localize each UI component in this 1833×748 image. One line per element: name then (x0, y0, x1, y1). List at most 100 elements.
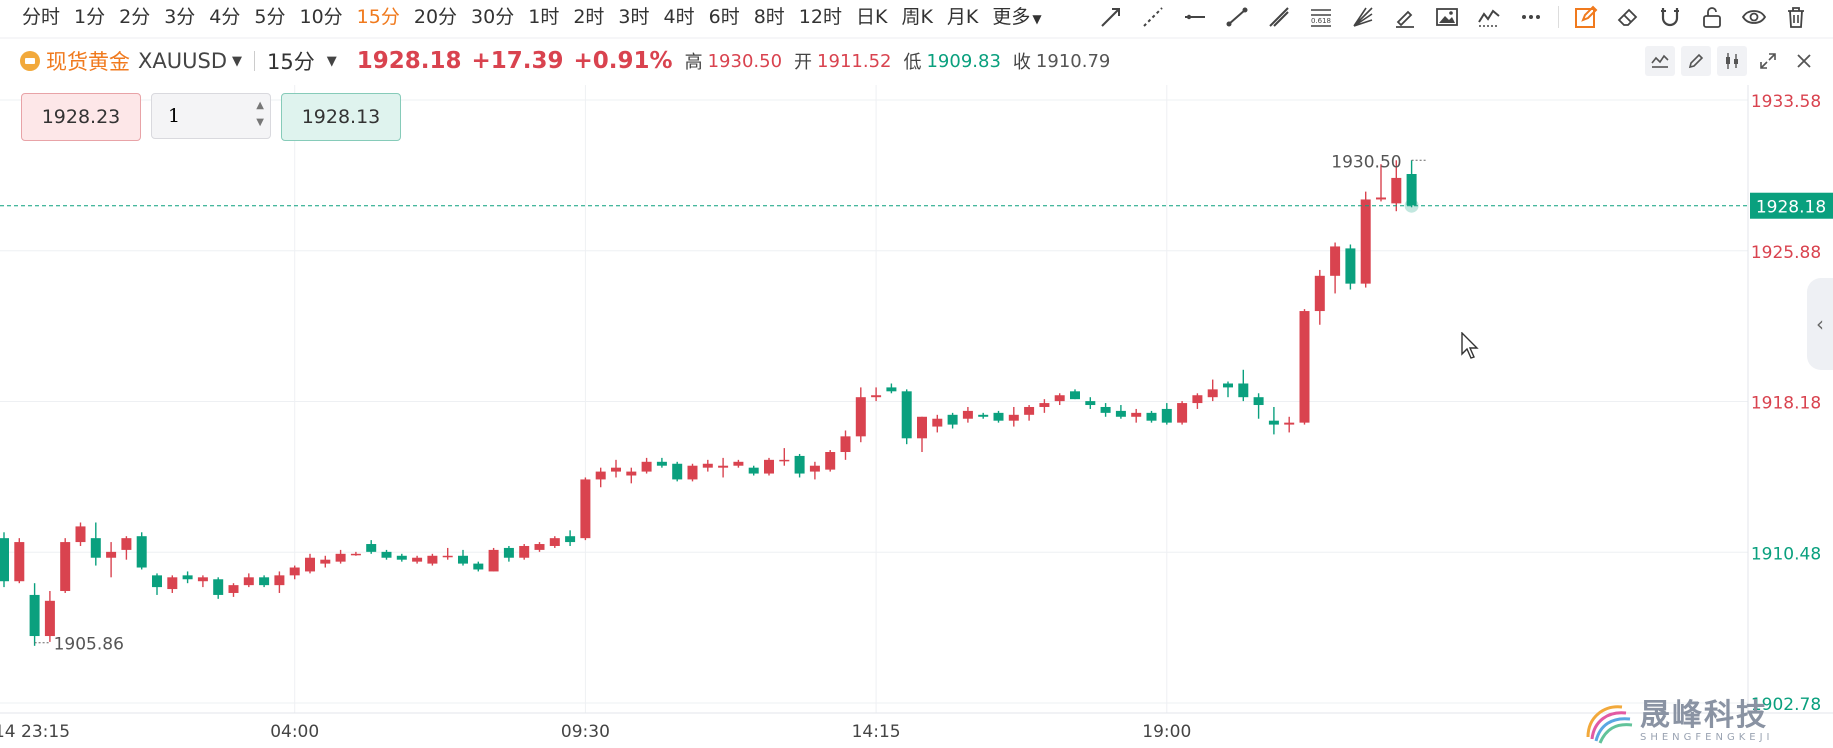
interval-7[interactable]: 15分 (356, 5, 400, 28)
interval-5[interactable]: 5分 (254, 5, 286, 28)
expand-icon (1760, 53, 1776, 69)
note-edit-tool[interactable] (1565, 2, 1607, 32)
ray-line-icon (1101, 8, 1120, 27)
wave-tool[interactable] (1468, 2, 1510, 32)
x-tick-label: 14 23:15 (0, 722, 70, 742)
segment-tool[interactable] (1216, 2, 1258, 32)
candle-body (702, 463, 713, 468)
fibonacci-icon: 0.618 (1311, 9, 1331, 27)
brush-icon (1396, 10, 1414, 28)
interval-16[interactable]: 12时 (798, 5, 842, 28)
fullscreen-button[interactable] (1753, 46, 1783, 76)
divider (254, 51, 255, 71)
candle-body (534, 544, 545, 550)
close-icon (1797, 54, 1811, 68)
parallel-channel-tool[interactable] (1258, 2, 1300, 32)
interval-20[interactable]: 更多 ▼ (992, 5, 1042, 28)
candle-body (855, 397, 866, 437)
quantity-input[interactable] (166, 104, 230, 128)
close-button[interactable] (1789, 46, 1819, 76)
interval-18[interactable]: 周K (901, 5, 933, 28)
interval-13[interactable]: 4时 (663, 5, 695, 28)
candle-body (29, 594, 40, 637)
candle-body (901, 391, 912, 439)
more-dots-tool[interactable] (1510, 2, 1552, 32)
last-price-glow (1404, 198, 1419, 213)
candle-body (580, 479, 591, 539)
candle-body (136, 536, 147, 568)
interval-19[interactable]: 月K (946, 5, 979, 28)
candle-body (687, 465, 698, 480)
interval-15[interactable]: 8时 (753, 5, 785, 28)
trash-tool[interactable] (1775, 2, 1817, 32)
candle-body (167, 577, 178, 590)
interval-9[interactable]: 30分 (471, 5, 515, 28)
dashed-ray-icon (1143, 7, 1163, 27)
candle-body (1192, 395, 1203, 404)
brush-tool[interactable] (1384, 2, 1426, 32)
candle-body (442, 555, 453, 558)
trash-icon (1788, 7, 1804, 28)
y-tick-label: 1933.58 (1751, 92, 1821, 112)
interval-6[interactable]: 10分 (299, 5, 343, 28)
interval-2[interactable]: 2分 (119, 5, 151, 28)
fibonacci-tool[interactable]: 0.618 (1300, 2, 1342, 32)
collapse-sidebar-tab[interactable]: ‹ (1807, 278, 1833, 370)
candle-body (1161, 408, 1172, 423)
mouse-cursor-icon (1461, 332, 1479, 359)
dashed-ray-tool[interactable] (1132, 2, 1174, 32)
interval-10[interactable]: 1时 (528, 5, 560, 28)
interval-14[interactable]: 6时 (708, 5, 740, 28)
ray-line-tool[interactable] (1090, 2, 1132, 32)
interval-17[interactable]: 日K (855, 5, 888, 28)
candle-body (1207, 389, 1218, 398)
gold-icon (20, 51, 40, 71)
stepper-down-icon[interactable]: ▼ (256, 117, 264, 128)
candle-body (106, 551, 117, 558)
candle-body (1376, 197, 1386, 200)
eye-tool[interactable] (1733, 2, 1775, 32)
interval-11[interactable]: 2时 (573, 5, 605, 28)
candle-body (1314, 275, 1325, 312)
candle-body (381, 551, 392, 558)
candle-body (932, 418, 943, 427)
horizontal-line-icon (1185, 14, 1205, 20)
candle-body (1131, 412, 1142, 417)
symbol-selector[interactable]: 现货黄金 XAUUSD ▼ (0, 46, 242, 76)
image-tool[interactable] (1426, 2, 1468, 32)
candle-body (519, 545, 530, 558)
interval-toolbar: 分时 1分 2分 3分 4分 5分 10分 15分 20分 30分 1时 2时 3时 4时 6时 8时 12时日… (0, 0, 1833, 30)
interval-12[interactable]: 3时 (618, 5, 650, 28)
unlock-tool[interactable] (1691, 2, 1733, 32)
more-dots-icon (1522, 15, 1540, 19)
tool-divider (1558, 6, 1559, 28)
horizontal-line-tool[interactable] (1174, 2, 1216, 32)
sell-button[interactable]: 1928.23 (21, 93, 141, 141)
draw-toggle-button[interactable] (1681, 46, 1711, 76)
pencil-icon (1688, 53, 1704, 69)
price-change: +17.39 (471, 48, 564, 74)
interval-3[interactable]: 3分 (164, 5, 196, 28)
magnet-tool[interactable] (1649, 2, 1691, 32)
stepper-up-icon[interactable]: ▲ (256, 100, 264, 111)
period-selector[interactable]: 15分 ▼ (267, 46, 337, 76)
interval-8[interactable]: 20分 (413, 5, 458, 28)
low-label: 低 (903, 52, 922, 73)
indicator-toggle-button[interactable] (1645, 46, 1675, 76)
candle-body (228, 585, 239, 593)
candle-body (121, 538, 132, 550)
interval-1[interactable]: 1分 (74, 5, 106, 28)
chart-type-button[interactable] (1717, 46, 1747, 76)
interval-0[interactable]: 分时 (22, 5, 61, 28)
fan-tool[interactable] (1342, 2, 1384, 32)
interval-4[interactable]: 4分 (209, 5, 241, 28)
buy-button[interactable]: 1928.13 (281, 93, 401, 141)
candle-body (75, 526, 86, 543)
candle-body (259, 577, 270, 586)
eraser-tool[interactable] (1607, 2, 1649, 32)
candle-body (641, 461, 652, 472)
eye-icon (1741, 10, 1767, 24)
candle-body (1284, 422, 1295, 425)
candle-body (1330, 246, 1341, 276)
